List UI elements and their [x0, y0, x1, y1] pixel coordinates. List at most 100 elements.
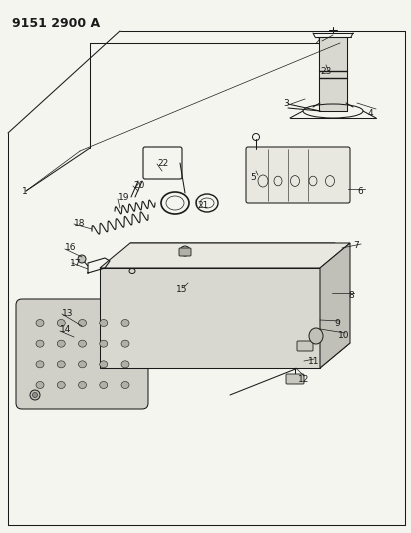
Text: 1: 1 [22, 187, 28, 196]
Ellipse shape [228, 244, 232, 246]
Ellipse shape [148, 244, 152, 246]
Ellipse shape [288, 250, 292, 252]
Ellipse shape [238, 256, 242, 259]
Ellipse shape [208, 256, 212, 259]
Text: 18: 18 [74, 219, 85, 228]
Ellipse shape [188, 244, 192, 246]
Text: 19: 19 [118, 193, 129, 203]
Ellipse shape [328, 250, 332, 252]
FancyBboxPatch shape [179, 248, 191, 256]
Ellipse shape [328, 244, 332, 246]
Ellipse shape [198, 244, 202, 246]
Polygon shape [130, 243, 340, 261]
Ellipse shape [30, 390, 40, 400]
Polygon shape [100, 268, 320, 368]
Ellipse shape [158, 250, 162, 252]
Ellipse shape [298, 244, 302, 246]
Ellipse shape [79, 361, 86, 368]
Ellipse shape [178, 250, 182, 252]
Ellipse shape [248, 250, 252, 252]
Ellipse shape [248, 256, 252, 259]
Text: 17: 17 [70, 259, 81, 268]
Text: 5: 5 [250, 174, 256, 182]
Text: 6: 6 [357, 187, 363, 196]
Ellipse shape [36, 319, 44, 327]
FancyBboxPatch shape [16, 299, 148, 409]
Ellipse shape [238, 244, 242, 246]
Ellipse shape [168, 250, 172, 252]
Text: 13: 13 [62, 309, 74, 318]
Ellipse shape [248, 244, 252, 246]
Text: 10: 10 [338, 332, 349, 341]
Ellipse shape [121, 382, 129, 389]
Ellipse shape [100, 361, 108, 368]
Ellipse shape [208, 244, 212, 246]
Text: 15: 15 [176, 285, 187, 294]
Ellipse shape [268, 244, 272, 246]
Ellipse shape [148, 256, 152, 259]
Text: 14: 14 [60, 326, 72, 335]
Ellipse shape [57, 319, 65, 327]
Ellipse shape [138, 250, 142, 252]
Ellipse shape [228, 256, 232, 259]
Ellipse shape [198, 256, 202, 259]
Text: 7: 7 [353, 241, 359, 251]
Ellipse shape [258, 256, 262, 259]
Ellipse shape [308, 250, 312, 252]
Ellipse shape [57, 340, 65, 347]
Ellipse shape [180, 246, 190, 256]
Ellipse shape [168, 244, 172, 246]
Ellipse shape [158, 244, 162, 246]
Ellipse shape [100, 382, 108, 389]
Ellipse shape [318, 244, 322, 246]
Polygon shape [100, 343, 350, 368]
Ellipse shape [228, 250, 232, 252]
Ellipse shape [308, 244, 312, 246]
Ellipse shape [36, 340, 44, 347]
Polygon shape [100, 243, 350, 268]
Ellipse shape [178, 244, 182, 246]
Ellipse shape [268, 250, 272, 252]
Text: 4: 4 [368, 109, 374, 117]
Ellipse shape [218, 250, 222, 252]
Ellipse shape [168, 256, 172, 259]
FancyBboxPatch shape [246, 147, 350, 203]
Ellipse shape [57, 382, 65, 389]
Ellipse shape [278, 256, 282, 259]
Ellipse shape [121, 361, 129, 368]
Text: 9: 9 [334, 319, 340, 327]
Ellipse shape [78, 255, 86, 263]
Ellipse shape [79, 319, 86, 327]
Ellipse shape [268, 256, 272, 259]
Polygon shape [320, 243, 350, 368]
Text: 16: 16 [65, 244, 76, 253]
Text: 9151 2900 A: 9151 2900 A [12, 17, 100, 30]
Ellipse shape [79, 382, 86, 389]
Text: 8: 8 [348, 292, 354, 301]
Text: 12: 12 [298, 375, 309, 384]
Ellipse shape [309, 328, 323, 344]
Text: 20: 20 [133, 182, 144, 190]
Text: 2: 2 [314, 36, 320, 45]
Polygon shape [319, 37, 347, 111]
Ellipse shape [36, 382, 44, 389]
Ellipse shape [188, 250, 192, 252]
Ellipse shape [258, 250, 262, 252]
Ellipse shape [318, 256, 322, 259]
Ellipse shape [308, 256, 312, 259]
Text: 21: 21 [197, 201, 208, 211]
Ellipse shape [138, 244, 142, 246]
Ellipse shape [298, 250, 302, 252]
Ellipse shape [158, 256, 162, 259]
Ellipse shape [36, 361, 44, 368]
Ellipse shape [198, 250, 202, 252]
Ellipse shape [208, 250, 212, 252]
Ellipse shape [318, 250, 322, 252]
Ellipse shape [57, 361, 65, 368]
Ellipse shape [278, 250, 282, 252]
Text: 11: 11 [308, 357, 319, 366]
Text: 22: 22 [157, 158, 168, 167]
Ellipse shape [148, 250, 152, 252]
Text: 3: 3 [283, 100, 289, 109]
Ellipse shape [121, 319, 129, 327]
